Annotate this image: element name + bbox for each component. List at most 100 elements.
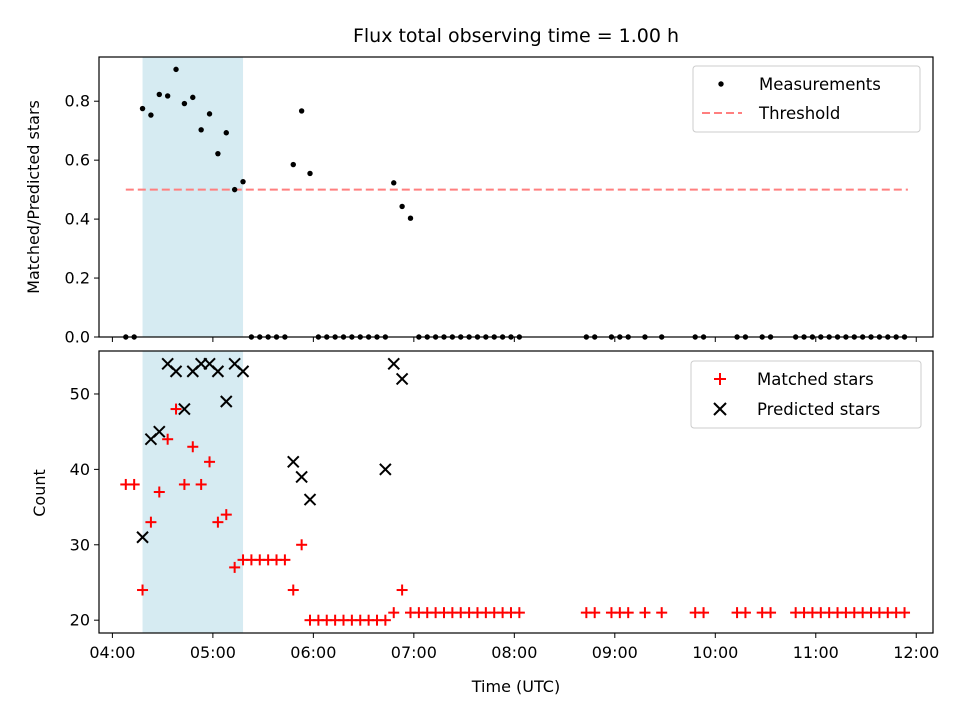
matched-star-point (220, 509, 232, 521)
x-axis-label: Time (UTC) (471, 677, 560, 696)
predicted-star-point (211, 365, 225, 378)
matched-star-point (388, 607, 400, 619)
x-tick-label: 10:00 (692, 643, 738, 662)
matched-star-point (178, 478, 190, 490)
matched-star-point (379, 614, 391, 626)
bottom-x-ticks: 04:00 05:00 06:00 07:00 08:00 09:00 10:00 11:00… (89, 633, 939, 662)
bottom-axes-frame (98, 350, 934, 634)
matched-star-point (296, 539, 308, 551)
measurement-point (307, 170, 313, 177)
measurement-point (407, 215, 414, 221)
panel-ratio: 0.00.20.40.60.8 Matched/Predicted stars … (24, 56, 934, 347)
legend-top-box (692, 65, 921, 133)
measurement-point (298, 108, 305, 114)
measurement-point (290, 161, 296, 168)
x-tick-label: 11:00 (793, 643, 839, 662)
top-y-tick-label: 0.0 (65, 328, 90, 347)
predicted-star-point (220, 395, 233, 408)
measurement-point (156, 91, 162, 98)
predicted-star-point (303, 493, 317, 506)
predicted-star-point (178, 402, 191, 416)
x-tick-label: 04:00 (89, 643, 135, 662)
bottom-y-tick-label: 30 (70, 535, 90, 554)
x-tick-label: 05:00 (190, 643, 236, 662)
matched-star-point (739, 607, 751, 619)
matched-star-point (204, 456, 216, 468)
top-y-tick-label: 0.8 (65, 92, 90, 111)
measurement-point (399, 203, 405, 210)
measurement-point (190, 94, 196, 101)
matched-star-point (698, 607, 710, 619)
measurement-point (240, 178, 246, 185)
matched-star-point (195, 478, 207, 490)
predicted-star-point (287, 455, 300, 469)
legend-bottom-box (690, 360, 922, 429)
matched-stars-points (120, 403, 911, 626)
legend-measurements-marker (718, 81, 724, 87)
legend-threshold-label: Threshold (758, 104, 840, 123)
legend-matched-marker (714, 373, 726, 385)
matched-star-point (279, 554, 291, 566)
measurement-point (164, 93, 171, 99)
top-y-tick-label: 0.2 (65, 269, 90, 288)
predicted-star-point (236, 365, 250, 378)
bottom-y-tick-label: 50 (70, 384, 90, 403)
top-y-tick-label: 0.6 (65, 151, 90, 170)
top-y-axis-label: Matched/Predicted stars (24, 100, 43, 294)
x-tick-label: 09:00 (592, 643, 638, 662)
matched-star-point (153, 486, 165, 498)
matched-star-point (622, 607, 634, 619)
matched-star-point (765, 607, 777, 619)
matched-star-point (187, 441, 199, 453)
figure-title: Flux total observing time = 1.00 h (353, 25, 679, 47)
bottom-y-tick-label: 20 (70, 611, 90, 630)
top-y-ticks: 0.0 0.2 0.4 0.6 0.8 (65, 92, 99, 347)
matched-star-point (229, 561, 241, 573)
measurement-point (139, 105, 146, 112)
legend-bottom: Matched stars Predicted stars (690, 360, 922, 429)
matched-star-point (170, 403, 182, 415)
matched-star-point (145, 516, 157, 528)
x-tick-label: 08:00 (491, 643, 537, 662)
x-tick-label: 12:00 (893, 643, 939, 662)
measurement-point (173, 66, 179, 73)
predicted-star-point (295, 470, 308, 484)
legend-top: Measurements Threshold (692, 65, 921, 133)
matched-star-point (396, 584, 408, 596)
top-x-ticks (111, 337, 917, 342)
bottom-y-axis-label: Count (30, 469, 49, 517)
legend-predicted-label: Predicted stars (757, 400, 880, 419)
predicted-stars-points (136, 357, 409, 544)
predicted-star-point (379, 463, 392, 476)
matched-star-point (212, 516, 224, 528)
bottom-y-tick-label: 40 (70, 460, 90, 479)
panel-counts: 20 30 40 50 04:00 05:00 06:00 07:00 08:00 09:00 1… (30, 350, 939, 696)
measurement-point (215, 150, 221, 157)
measurement-point (148, 112, 154, 118)
matched-star-point (137, 584, 149, 596)
matched-star-point (162, 433, 174, 445)
matched-star-point (656, 607, 668, 619)
measurement-point (231, 186, 238, 193)
bottom-y-ticks: 20 30 40 50 (70, 384, 99, 630)
predicted-star-point (395, 372, 409, 386)
matched-star-point (639, 607, 651, 619)
measurement-point (206, 111, 213, 117)
top-y-tick-label: 0.4 (65, 210, 90, 229)
matched-star-point (513, 607, 525, 619)
measurement-point (181, 100, 188, 107)
legend-matched-label: Matched stars (757, 370, 874, 389)
highlight-span-top (142, 57, 244, 337)
legend-measurements-label: Measurements (759, 75, 881, 94)
predicted-star-point (169, 365, 183, 378)
matched-star-point (128, 478, 140, 490)
predicted-star-point (153, 425, 166, 438)
matched-star-point (589, 607, 601, 619)
measurement-point (198, 127, 204, 133)
x-tick-label: 07:00 (391, 643, 437, 662)
x-tick-label: 06:00 (290, 643, 336, 662)
matched-star-point (899, 607, 911, 619)
predicted-star-point (136, 531, 149, 544)
measurement-point (223, 130, 229, 136)
